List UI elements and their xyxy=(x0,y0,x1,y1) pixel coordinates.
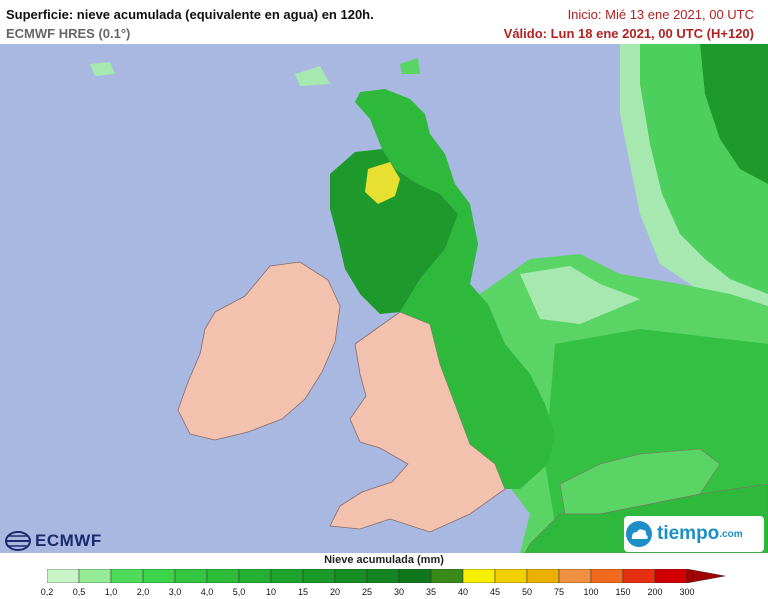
map-header: Superficie: nieve acumulada (equivalente… xyxy=(0,0,768,44)
legend-swatch xyxy=(462,569,496,583)
legend-arrow xyxy=(686,569,726,583)
legend-swatch xyxy=(110,569,144,583)
tiempo-logo: tiempo .com xyxy=(624,516,764,552)
northern-britain-snow xyxy=(355,89,555,489)
legend-tick-label: 10 xyxy=(265,587,277,597)
legend-tick-label: 3,0 xyxy=(168,587,182,597)
legend-swatch xyxy=(302,569,336,583)
legend-tick-label: 300 xyxy=(679,587,695,597)
north-sea-light-snow xyxy=(520,266,640,324)
legend-tick-label: 0,2 xyxy=(40,587,54,597)
tiempo-logo-text: tiempo xyxy=(657,523,720,544)
legend-swatch xyxy=(270,569,304,583)
ecmwf-logo-text: ECMWF xyxy=(35,531,102,550)
init-time: Inicio: Mié 13 ene 2021, 00 UTC xyxy=(567,7,754,22)
map-title: Superficie: nieve acumulada (equivalente… xyxy=(6,7,374,22)
legend-tick-label: 75 xyxy=(553,587,565,597)
legend-tick-label: 20 xyxy=(329,587,341,597)
ireland xyxy=(177,261,341,441)
legend-labels: 0,2 0,5 1,0 2,0 3,0 4,0 5,0 10 15 20 25 30 35 40 45 50 7… xyxy=(0,587,768,599)
legend-swatch xyxy=(526,569,560,583)
legend-swatch xyxy=(238,569,272,583)
scandinavia-snow-heavy xyxy=(700,44,768,184)
island-3 xyxy=(400,58,420,74)
legend-swatch xyxy=(366,569,400,583)
legend-tick-label: 100 xyxy=(583,587,599,597)
legend-tick-label: 25 xyxy=(361,587,373,597)
model-label: ECMWF HRES (0.1°) xyxy=(6,26,131,41)
legend-tick-label: 4,0 xyxy=(200,587,214,597)
map-canvas xyxy=(0,44,768,553)
legend-tick-label: 1,0 xyxy=(104,587,118,597)
island-2 xyxy=(295,66,330,86)
legend-swatch xyxy=(78,569,112,583)
legend-tick-label: 15 xyxy=(297,587,309,597)
legend-tick-label: 2,0 xyxy=(136,587,150,597)
legend-swatch xyxy=(174,569,208,583)
cairngorms-snow-max xyxy=(365,162,400,204)
legend-tick-label: 5,0 xyxy=(232,587,246,597)
legend-swatch xyxy=(142,569,176,583)
snow-map xyxy=(0,44,768,553)
legend-colorbar xyxy=(47,569,726,583)
legend-tick-label: 30 xyxy=(393,587,405,597)
valid-time: Válido: Lun 18 ene 2021, 00 UTC (H+120) xyxy=(503,26,754,41)
legend-swatch xyxy=(430,569,464,583)
legend-swatch xyxy=(622,569,656,583)
legend-tick-label: 200 xyxy=(647,587,663,597)
tiempo-logo-suffix: .com xyxy=(719,528,743,540)
legend-swatch xyxy=(398,569,432,583)
legend-tick-label: 150 xyxy=(615,587,631,597)
island-1 xyxy=(90,62,115,76)
legend-tick-label: 35 xyxy=(425,587,437,597)
legend-swatch xyxy=(494,569,528,583)
legend-tick-label: 45 xyxy=(489,587,501,597)
legend-title: Nieve acumulada (mm) xyxy=(324,554,444,566)
legend-tick-label: 40 xyxy=(457,587,469,597)
ecmwf-globe-icon xyxy=(5,531,31,551)
legend-swatch xyxy=(206,569,240,583)
legend-swatch xyxy=(558,569,592,583)
legend-swatch xyxy=(654,569,688,583)
scotland-snow xyxy=(330,149,458,314)
legend-swatch xyxy=(334,569,368,583)
legend-tick-label: 50 xyxy=(521,587,533,597)
legend-swatch xyxy=(47,569,80,583)
cloud-icon xyxy=(626,521,652,547)
legend-tick-label: 0,5 xyxy=(72,587,86,597)
ecmwf-logo: ECMWF xyxy=(5,529,115,553)
legend: Nieve acumulada (mm) 0,2 0,5 1,0 2,0 3,0 4,0 5… xyxy=(0,553,768,599)
legend-swatch xyxy=(590,569,624,583)
